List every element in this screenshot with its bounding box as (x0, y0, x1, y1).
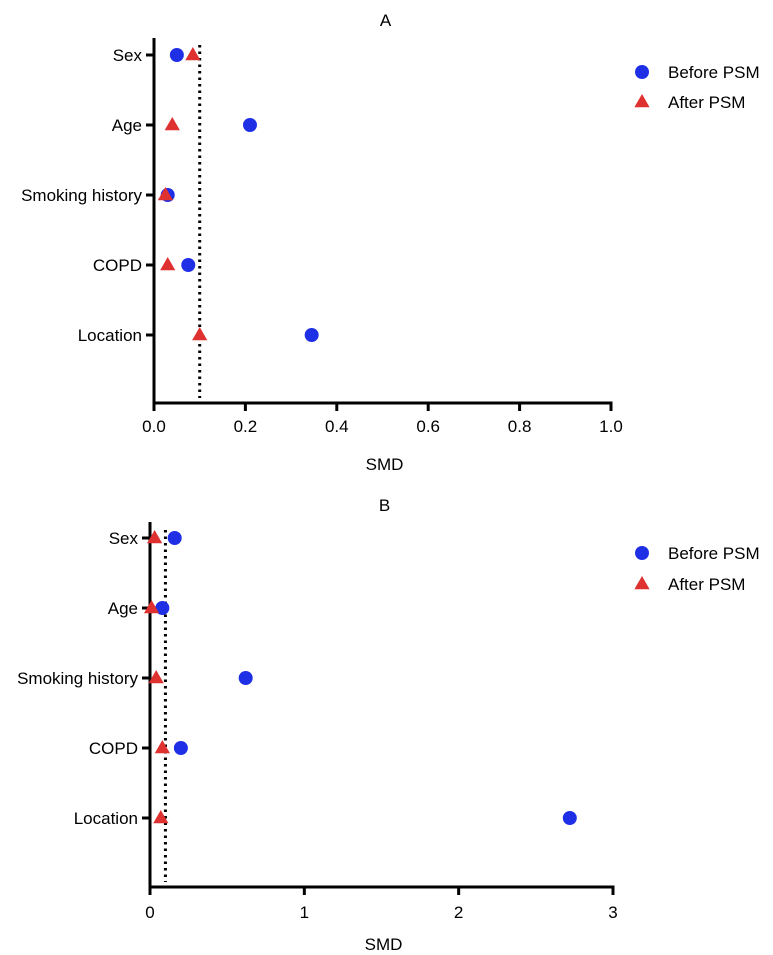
point-after-psm (157, 187, 174, 201)
legend-marker-circle (635, 65, 649, 79)
y-category-label: Location (74, 809, 138, 828)
x-tick-label: 0.0 (142, 417, 166, 436)
y-category-label: Smoking history (17, 669, 138, 688)
point-after-psm (154, 740, 170, 754)
x-tick-label: 0 (145, 903, 154, 922)
point-after-psm (147, 530, 163, 544)
x-axis-label: SMD (365, 935, 403, 954)
x-tick-label: 0.8 (508, 417, 532, 436)
legend-marker-circle (635, 546, 649, 560)
point-before-psm (173, 741, 188, 755)
point-before-psm (155, 601, 170, 615)
x-tick-label: 1 (300, 903, 309, 922)
x-axis-label: SMD (366, 455, 404, 474)
point-before-psm (562, 811, 577, 825)
point-before-psm (167, 531, 182, 545)
point-after-psm (164, 117, 180, 131)
y-category-label: COPD (93, 256, 142, 275)
x-tick-label: 0.2 (234, 417, 258, 436)
point-before-psm (181, 258, 196, 272)
chart-title: B (379, 496, 390, 515)
point-after-psm (143, 600, 160, 614)
legend-label: Before PSM (668, 544, 760, 563)
x-tick-label: 2 (454, 903, 463, 922)
y-category-label: Sex (113, 46, 143, 65)
point-before-psm (238, 671, 253, 685)
x-tick-label: 0.6 (416, 417, 440, 436)
point-after-psm (148, 670, 164, 684)
legend-marker-triangle (634, 576, 650, 590)
y-category-label: Age (112, 116, 142, 135)
point-after-psm (192, 327, 208, 341)
point-after-psm (160, 257, 176, 271)
point-before-psm (304, 328, 319, 342)
legend-label: After PSM (668, 575, 745, 594)
point-after-psm (185, 47, 201, 61)
y-category-label: COPD (89, 739, 138, 758)
chart-title: A (380, 11, 392, 30)
point-after-psm (153, 810, 169, 824)
legend-marker-triangle (634, 94, 650, 108)
point-before-psm (242, 118, 257, 132)
y-category-label: Sex (109, 529, 139, 548)
x-tick-label: 0.4 (325, 417, 349, 436)
y-category-label: Smoking history (21, 186, 142, 205)
legend-label: Before PSM (668, 63, 760, 82)
chart-panel-a: A 0.0 0.2 0.4 0.6 0.8 1.0 SMD Sex Age Smoking hist… (21, 11, 760, 474)
y-category-label: Age (108, 599, 138, 618)
chart-panel-b: B 0 1 2 3 SMD Sex Age Smoking history COPD Locatio… (17, 496, 760, 954)
x-tick-label: 1.0 (599, 417, 623, 436)
y-category-label: Location (78, 326, 142, 345)
x-tick-label: 3 (608, 903, 617, 922)
legend-label: After PSM (668, 93, 745, 112)
point-before-psm (169, 48, 184, 62)
